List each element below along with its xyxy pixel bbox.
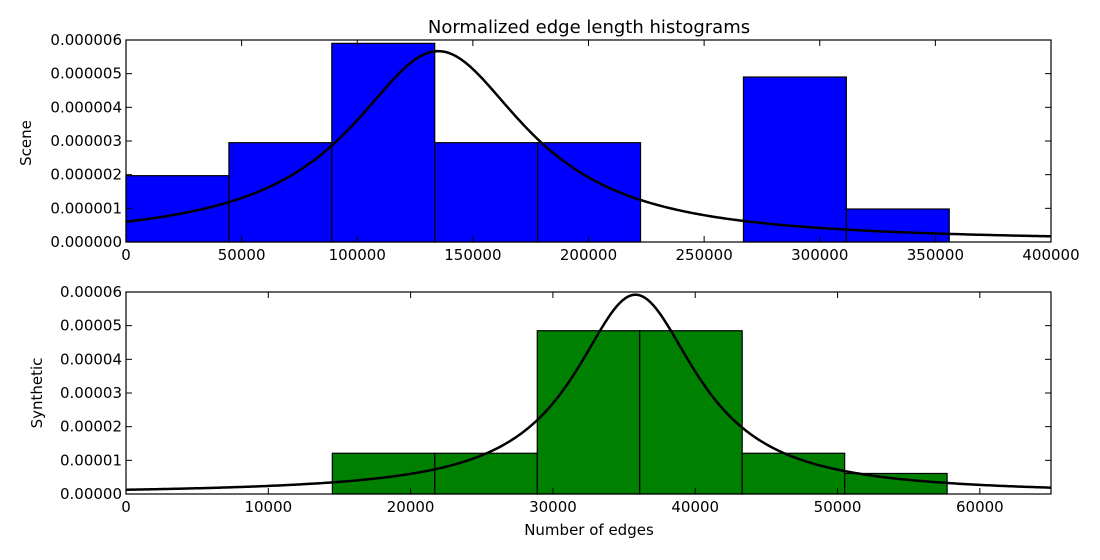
scene-x-tick-label: 50000 (218, 246, 266, 264)
scene-y-tick-label: 0.000001 (50, 199, 122, 217)
scene-x-tick-label: 100000 (329, 246, 386, 264)
scene-histogram-bar-4 (434, 142, 539, 243)
synthetic-y-axis-label: Synthetic (28, 358, 46, 429)
synthetic-x-tick-label: 20000 (387, 498, 435, 516)
scene-y-tick-label: 0.000003 (50, 132, 122, 150)
scene-x-tick-label: 350000 (907, 246, 964, 264)
synthetic-y-tick-label: 0.00002 (60, 418, 122, 436)
scene-y-tick-label: 0.000005 (50, 65, 122, 83)
scene-y-axis-label: Scene (17, 120, 35, 166)
synthetic-histogram-bar-6 (844, 472, 948, 495)
chart-title: Normalized edge length histograms (428, 17, 750, 38)
scene-histogram-bar-5 (537, 142, 642, 243)
x-axis-label: Number of edges (524, 521, 654, 539)
scene-histogram-bar-3 (331, 42, 436, 243)
scene-histogram-bar-7 (845, 208, 950, 243)
synthetic-histogram-bar-5 (741, 452, 846, 495)
synthetic-histogram-panel: 0 10000 20000 30000 40000 50000 60000 0.00000 0.… (60, 283, 1052, 516)
synthetic-x-tick-label: 30000 (529, 498, 577, 516)
synthetic-x-tick-label: 10000 (244, 498, 292, 516)
synthetic-histogram-bar-2 (434, 452, 538, 495)
scene-y-tick-label: 0.000006 (50, 31, 122, 49)
synthetic-y-tick-label: 0.00003 (60, 384, 122, 402)
synthetic-x-tick-label: 40000 (671, 498, 719, 516)
synthetic-x-tick-label: 50000 (814, 498, 862, 516)
scene-histogram-panel: 0 50000 100000 150000 200000 250000 300000 3500… (50, 31, 1079, 264)
scene-x-tick-label: 300000 (791, 246, 848, 264)
scene-x-tick-label: 150000 (444, 246, 501, 264)
synthetic-y-tick-label: 0.00001 (60, 451, 122, 469)
scene-y-tick-label: 0.000004 (50, 98, 122, 116)
scene-histogram-bar-6 (742, 76, 847, 243)
scene-x-tick-label: 0 (121, 246, 131, 264)
scene-x-tick-label: 250000 (675, 246, 732, 264)
scene-fit-curve (126, 49, 1051, 238)
synthetic-x-tick-label: 60000 (956, 498, 1004, 516)
scene-y-tick-label: 0.000002 (50, 166, 122, 184)
synthetic-y-tick-label: 0.00004 (60, 350, 122, 368)
synthetic-y-tick-label: 0.00005 (60, 317, 122, 335)
synthetic-y-tick-label: 0.00000 (60, 485, 122, 503)
synthetic-x-tick-label: 0 (121, 498, 131, 516)
synthetic-fit-curve (126, 293, 1051, 491)
scene-histogram-bar-1 (125, 175, 230, 243)
scene-x-tick-label: 200000 (560, 246, 617, 264)
synthetic-histogram-bar-3 (536, 330, 641, 495)
synthetic-y-tick-label: 0.00006 (60, 283, 122, 301)
scene-y-tick-label: 0.000000 (50, 233, 122, 251)
synthetic-histogram-bar-1 (331, 452, 436, 495)
scene-x-tick-label: 400000 (1022, 246, 1079, 264)
